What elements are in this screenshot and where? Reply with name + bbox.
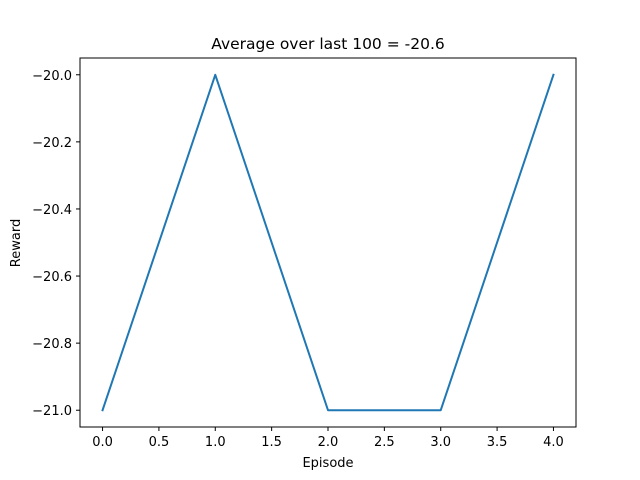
- series-layer: [101, 73, 555, 412]
- x-tick-label: 2.5: [374, 435, 395, 450]
- data-point: [102, 409, 104, 411]
- x-axis-label: Episode: [302, 456, 353, 471]
- y-axis-ticks: −20.0 −20.2 −20.4 −20.6 −20.8 −21.0: [32, 69, 80, 419]
- series-line: [101, 73, 555, 412]
- x-tick-label: 1.5: [261, 435, 282, 450]
- x-axis-ticks: 0.0 0.5 1.0 1.5 2.0 2.5 3.0 3.5 4.0: [92, 427, 564, 450]
- x-tick-label: 4.0: [543, 435, 564, 450]
- data-point: [440, 409, 442, 411]
- y-tick-label: −20.6: [32, 270, 72, 285]
- x-tick-label: 0.0: [92, 435, 113, 450]
- y-tick-label: −20.4: [32, 203, 72, 218]
- data-point: [327, 409, 329, 411]
- x-tick-label: 2.0: [318, 435, 339, 450]
- plot-frame: [79, 57, 577, 428]
- plot-area: [80, 58, 576, 427]
- x-tick-label: 3.5: [487, 435, 508, 450]
- data-point: [552, 74, 554, 76]
- y-tick-label: −21.0: [32, 404, 72, 419]
- x-tick-label: 1.0: [205, 435, 226, 450]
- data-point: [214, 74, 216, 76]
- y-tick-label: −20.0: [32, 69, 72, 84]
- chart-title: Average over last 100 = -20.6: [211, 35, 444, 53]
- y-tick-label: −20.2: [32, 136, 72, 151]
- y-tick-label: −20.8: [32, 337, 72, 352]
- x-tick-label: 3.0: [430, 435, 451, 450]
- x-tick-label: 0.5: [149, 435, 170, 450]
- y-axis-label: Reward: [9, 219, 24, 267]
